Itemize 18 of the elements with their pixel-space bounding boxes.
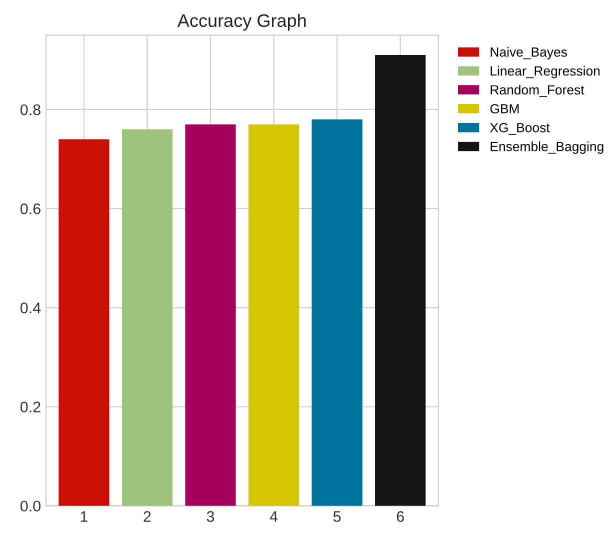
legend-label: XG_Boost (490, 122, 550, 135)
x-tick-label: 2 (144, 511, 151, 522)
x-tick-label: 6 (396, 511, 404, 522)
y-tick-label: 0.8 (20, 104, 40, 116)
x-tick-label: 4 (270, 511, 278, 522)
x-tick-label: 3 (206, 511, 214, 522)
y-tick-label: 0.6 (20, 203, 40, 214)
chart-title: Accuracy Graph (177, 14, 306, 31)
legend-label: Random_Forest (490, 84, 584, 98)
legend-label: Naive_Bayes (490, 47, 567, 60)
legend-label: Linear_Regression (490, 66, 600, 78)
legend-label: Ensemble_Bagging (490, 142, 604, 154)
y-tick-label: 0.4 (20, 302, 41, 314)
x-tick-label: 1 (80, 511, 88, 522)
legend-label: GBM (490, 104, 519, 114)
y-tick-label: 0.0 (20, 500, 41, 512)
y-tick-label: 0.2 (20, 402, 40, 412)
x-tick-label: 5 (333, 511, 341, 522)
